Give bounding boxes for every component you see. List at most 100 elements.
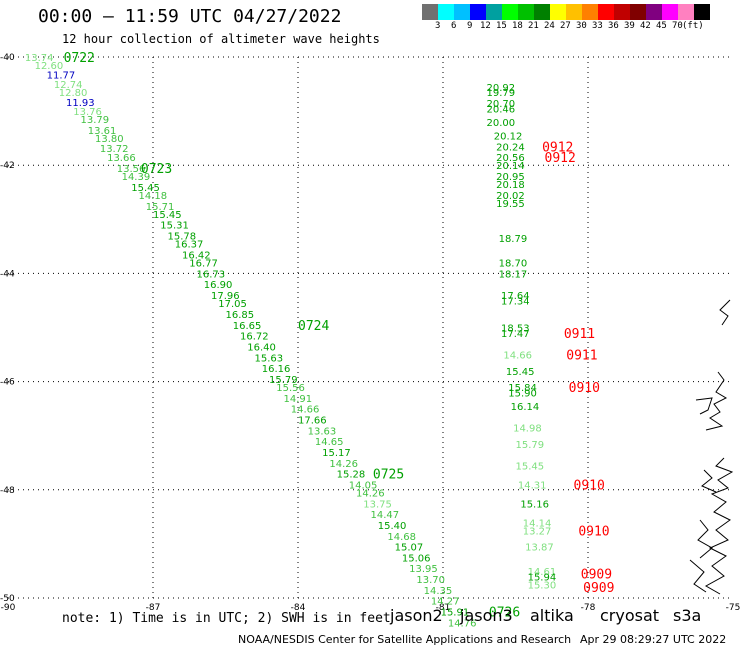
- wave-height-east: 20.18: [496, 180, 525, 191]
- lon-tick-label: -78: [581, 603, 596, 613]
- wave-height-east: 13.27: [523, 526, 552, 537]
- legend-tick-label: 45: [656, 21, 667, 31]
- legend-tick-label: 36: [608, 21, 619, 31]
- wave-height-east: 15.30: [528, 580, 557, 591]
- lon-tick-label: -84: [291, 603, 306, 613]
- wave-height-east: 14.31: [518, 480, 547, 491]
- wave-height-west: 13.61: [88, 126, 117, 137]
- wave-height-west: 15.91: [441, 608, 470, 619]
- wave-height-west: 15.17: [322, 448, 351, 459]
- legend-tick-label: 30: [576, 21, 587, 31]
- wave-height-west: 14.26: [329, 459, 358, 470]
- wave-height-west: 13.56: [117, 164, 146, 175]
- wave-height-east: 18.53: [501, 324, 530, 335]
- legend-tick-label: 42: [640, 21, 651, 31]
- legend-swatch: [678, 4, 694, 20]
- wave-height-east: 14.61: [528, 567, 557, 578]
- wave-height-west: 15.56: [276, 383, 305, 394]
- wave-height-east: 20.14: [496, 161, 525, 172]
- legend-jason2: jason2: [390, 606, 443, 625]
- wave-height-west: 14.47: [371, 510, 400, 521]
- legend-swatch: [534, 4, 550, 20]
- wave-height-west: 15.45: [131, 183, 160, 194]
- wave-height-east: 20.00: [487, 118, 516, 129]
- pass-time-label: 0912: [545, 151, 576, 166]
- legend-tick-label: 18: [512, 21, 523, 31]
- legend-swatch: [550, 4, 566, 20]
- legend-swatch: [470, 4, 486, 20]
- wave-height-east: 18.79: [499, 234, 528, 245]
- wave-height-west: 14.26: [356, 489, 385, 500]
- wave-height-west: 14.68: [387, 532, 416, 543]
- coastline: [719, 299, 731, 326]
- lat-tick-label: -48: [0, 486, 15, 496]
- wave-height-west: 13.75: [363, 499, 392, 510]
- wave-height-west: 15.06: [402, 553, 431, 564]
- footer-note: note: 1) Time is in UTC; 2) SWH is in fe…: [62, 611, 391, 626]
- wave-height-west: 13.95: [409, 564, 438, 575]
- legend-swatch: [438, 4, 454, 20]
- wave-height-east: 14.66: [503, 351, 532, 362]
- wave-height-east: 15.94: [528, 572, 557, 583]
- legend-swatch: [566, 4, 582, 20]
- coastline: [695, 397, 713, 415]
- wave-height-east: 17.34: [501, 296, 530, 307]
- pass-time-label: 0911: [564, 327, 595, 342]
- coastline: [701, 469, 717, 493]
- legend-tick-label: 70: [672, 21, 683, 31]
- wave-height-west: 16.37: [175, 240, 204, 251]
- coastline: [705, 371, 728, 431]
- wave-height-east: 15.90: [508, 388, 537, 399]
- wave-height-east: 20.02: [496, 191, 525, 202]
- lat-tick-label: -40: [0, 53, 15, 63]
- lon-tick-label: -75: [726, 603, 740, 613]
- wave-height-west: 17.05: [218, 299, 247, 310]
- wave-height-east: 17.47: [501, 329, 530, 340]
- wave-height-west: 16.40: [247, 342, 276, 353]
- map-title: 00:00 – 11:59 UTC 04/27/2022: [38, 6, 342, 27]
- wave-height-west: 13.74: [25, 53, 54, 64]
- wave-height-west: 13.80: [95, 134, 124, 145]
- wave-height-west: 13.72: [100, 144, 129, 155]
- wave-height-east: 15.84: [508, 383, 537, 394]
- wave-height-east: 20.92: [487, 83, 516, 94]
- lat-tick-label: -42: [0, 161, 15, 171]
- coastline: [697, 519, 713, 559]
- wave-height-west: 15.40: [378, 521, 407, 532]
- legend-swatch: [614, 4, 630, 20]
- legend-s3a: s3a: [673, 606, 702, 625]
- wave-height-west: 14.35: [424, 586, 453, 597]
- wave-height-west: 16.85: [226, 310, 255, 321]
- wave-height-west: 12.74: [54, 80, 83, 91]
- coastline: [704, 457, 734, 595]
- map-subtitle: 12 hour collection of altimeter wave hei…: [62, 32, 380, 46]
- wave-height-east: 20.70: [487, 99, 516, 110]
- wave-height-east: 17.64: [501, 291, 530, 302]
- wave-height-west: 14.39: [122, 172, 151, 183]
- coastline: [689, 559, 707, 593]
- color-legend: [422, 4, 710, 20]
- wave-height-east: 20.46: [487, 104, 516, 115]
- wave-height-west: 17.66: [298, 415, 327, 426]
- wave-height-east: 20.95: [496, 172, 525, 183]
- wave-height-east: 13.87: [525, 543, 554, 554]
- wave-height-east: 14.98: [513, 424, 542, 435]
- wave-height-east: 16.14: [511, 402, 540, 413]
- wave-height-east: 18.70: [499, 259, 528, 270]
- wave-height-west: 13.66: [107, 153, 136, 164]
- legend-tick-label: 21: [528, 21, 539, 31]
- legend-tick-label: 24: [544, 21, 555, 31]
- wave-height-west: 16.65: [233, 321, 262, 332]
- legend-swatch: [662, 4, 678, 20]
- legend-tick-label: 12: [480, 21, 491, 31]
- legend-cryosat: cryosat: [600, 606, 660, 625]
- wave-height-west: 15.71: [146, 202, 175, 213]
- legend-swatch: [598, 4, 614, 20]
- wave-height-west: 13.76: [73, 107, 102, 118]
- wave-height-west: 14.65: [315, 437, 344, 448]
- legend-swatch: [422, 4, 438, 20]
- wave-height-west: 12.80: [59, 88, 88, 99]
- wave-height-west: 14.27: [431, 597, 460, 608]
- wave-height-west: 15.31: [160, 221, 189, 232]
